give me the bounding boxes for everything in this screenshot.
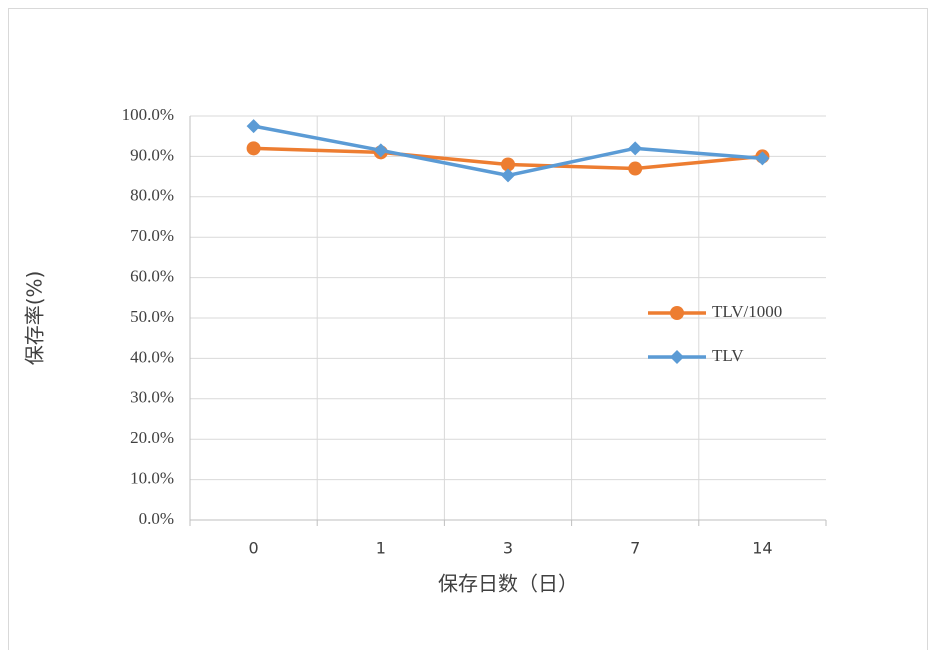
- x-axis-title: 保存日数（日）: [438, 572, 578, 596]
- x-tick-label: 1: [376, 539, 386, 558]
- point: [628, 141, 643, 156]
- point: [670, 350, 684, 364]
- point: [501, 157, 515, 172]
- y-tick-label: 50.0%: [130, 307, 174, 326]
- point: [246, 141, 261, 156]
- point: [246, 119, 261, 134]
- y-tick-label: 40.0%: [130, 347, 174, 366]
- point: [628, 161, 643, 176]
- y-axis-title: 保存率(%): [23, 271, 47, 366]
- legend-label: TLV/1000: [712, 302, 782, 321]
- y-tick-label: 90.0%: [130, 145, 174, 164]
- y-tick-label: 30.0%: [130, 388, 174, 407]
- point: [670, 306, 684, 320]
- y-tick-label: 0.0%: [139, 509, 174, 528]
- y-tick-label: 70.0%: [130, 226, 174, 245]
- x-tick-label: 0: [249, 539, 259, 558]
- x-tick-label: 14: [752, 539, 772, 558]
- legend-label: TLV: [712, 346, 744, 365]
- x-tick-label: 7: [630, 539, 640, 558]
- chart-border: [8, 8, 928, 650]
- point: [755, 151, 770, 166]
- y-tick-label: 100.0%: [122, 105, 174, 124]
- point: [373, 143, 388, 158]
- y-tick-label: 10.0%: [130, 469, 174, 488]
- point: [501, 168, 515, 183]
- x-tick-label: 3: [503, 539, 513, 558]
- y-tick-label: 60.0%: [130, 267, 174, 286]
- y-tick-label: 80.0%: [130, 186, 174, 205]
- y-tick-label: 20.0%: [130, 428, 174, 447]
